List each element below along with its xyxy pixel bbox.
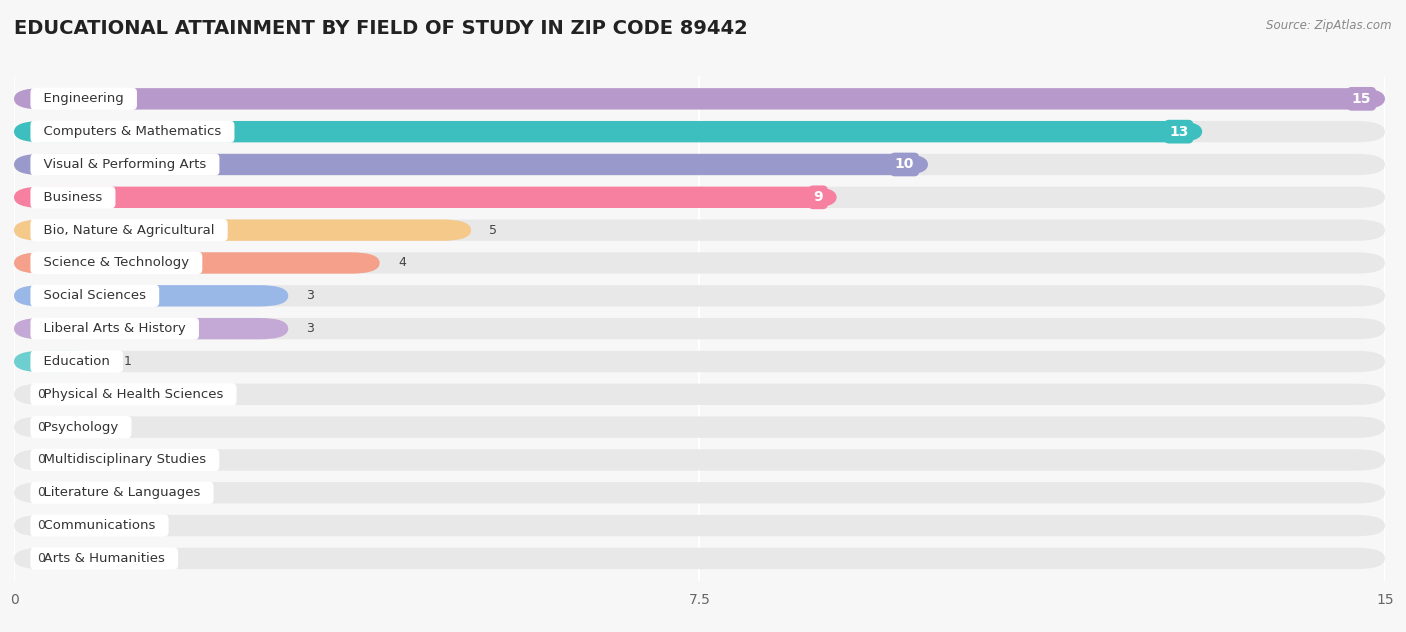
FancyBboxPatch shape: [14, 449, 1385, 471]
FancyBboxPatch shape: [14, 121, 1202, 142]
FancyBboxPatch shape: [14, 515, 1385, 537]
Text: 0: 0: [37, 486, 45, 499]
FancyBboxPatch shape: [14, 285, 1385, 307]
Text: 0: 0: [37, 388, 45, 401]
Text: Multidisciplinary Studies: Multidisciplinary Studies: [35, 454, 215, 466]
FancyBboxPatch shape: [14, 318, 1385, 339]
FancyBboxPatch shape: [14, 351, 105, 372]
Text: 0: 0: [37, 454, 45, 466]
Text: Psychology: Psychology: [35, 421, 127, 434]
FancyBboxPatch shape: [14, 154, 928, 175]
FancyBboxPatch shape: [14, 186, 837, 208]
Text: 0: 0: [37, 519, 45, 532]
Text: 5: 5: [489, 224, 498, 236]
FancyBboxPatch shape: [14, 482, 1385, 504]
Text: Communications: Communications: [35, 519, 165, 532]
FancyBboxPatch shape: [14, 88, 1385, 109]
FancyBboxPatch shape: [14, 318, 288, 339]
FancyBboxPatch shape: [14, 285, 288, 307]
Text: 0: 0: [37, 421, 45, 434]
FancyBboxPatch shape: [14, 154, 1385, 175]
FancyBboxPatch shape: [14, 88, 1385, 109]
FancyBboxPatch shape: [14, 219, 1385, 241]
Text: Literature & Languages: Literature & Languages: [35, 486, 209, 499]
Text: Business: Business: [35, 191, 111, 204]
Text: 9: 9: [813, 190, 823, 204]
FancyBboxPatch shape: [14, 548, 1385, 569]
Text: Physical & Health Sciences: Physical & Health Sciences: [35, 388, 232, 401]
Text: 10: 10: [894, 157, 914, 171]
Text: 15: 15: [1351, 92, 1371, 106]
Text: EDUCATIONAL ATTAINMENT BY FIELD OF STUDY IN ZIP CODE 89442: EDUCATIONAL ATTAINMENT BY FIELD OF STUDY…: [14, 19, 748, 38]
Text: 4: 4: [398, 257, 406, 269]
Text: 13: 13: [1168, 125, 1188, 138]
Text: Source: ZipAtlas.com: Source: ZipAtlas.com: [1267, 19, 1392, 32]
FancyBboxPatch shape: [14, 252, 1385, 274]
Text: 1: 1: [124, 355, 132, 368]
Text: Social Sciences: Social Sciences: [35, 289, 155, 302]
Text: Education: Education: [35, 355, 118, 368]
Text: Bio, Nature & Agricultural: Bio, Nature & Agricultural: [35, 224, 224, 236]
Text: Engineering: Engineering: [35, 92, 132, 106]
Text: 3: 3: [307, 322, 315, 335]
Text: Liberal Arts & History: Liberal Arts & History: [35, 322, 194, 335]
FancyBboxPatch shape: [14, 416, 1385, 438]
FancyBboxPatch shape: [14, 121, 1385, 142]
FancyBboxPatch shape: [14, 384, 1385, 405]
FancyBboxPatch shape: [14, 219, 471, 241]
FancyBboxPatch shape: [14, 186, 1385, 208]
FancyBboxPatch shape: [14, 351, 1385, 372]
Text: Computers & Mathematics: Computers & Mathematics: [35, 125, 229, 138]
Text: Arts & Humanities: Arts & Humanities: [35, 552, 173, 565]
FancyBboxPatch shape: [14, 252, 380, 274]
Text: 3: 3: [307, 289, 315, 302]
Text: 0: 0: [37, 552, 45, 565]
Text: Visual & Performing Arts: Visual & Performing Arts: [35, 158, 215, 171]
Text: Science & Technology: Science & Technology: [35, 257, 198, 269]
